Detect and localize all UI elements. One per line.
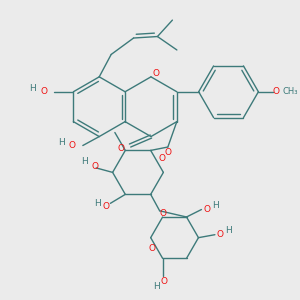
Text: CH₃: CH₃ bbox=[282, 87, 298, 96]
Text: H: H bbox=[29, 84, 35, 93]
Text: O: O bbox=[158, 154, 165, 163]
Text: O: O bbox=[273, 87, 280, 96]
Text: H: H bbox=[58, 138, 64, 147]
Text: O: O bbox=[40, 87, 47, 96]
Text: O: O bbox=[164, 148, 171, 157]
Text: H: H bbox=[226, 226, 232, 235]
Text: H: H bbox=[94, 200, 101, 208]
Text: O: O bbox=[91, 162, 98, 171]
Text: H: H bbox=[82, 157, 88, 166]
Text: O: O bbox=[217, 230, 224, 238]
Text: H: H bbox=[212, 201, 219, 210]
Text: O: O bbox=[102, 202, 110, 211]
Text: O: O bbox=[69, 141, 76, 150]
Text: O: O bbox=[203, 205, 210, 214]
Text: H: H bbox=[153, 282, 159, 291]
Text: O: O bbox=[149, 244, 156, 253]
Text: O: O bbox=[159, 209, 166, 218]
Text: O: O bbox=[118, 144, 124, 153]
Text: O: O bbox=[153, 69, 160, 78]
Text: O: O bbox=[160, 277, 168, 286]
